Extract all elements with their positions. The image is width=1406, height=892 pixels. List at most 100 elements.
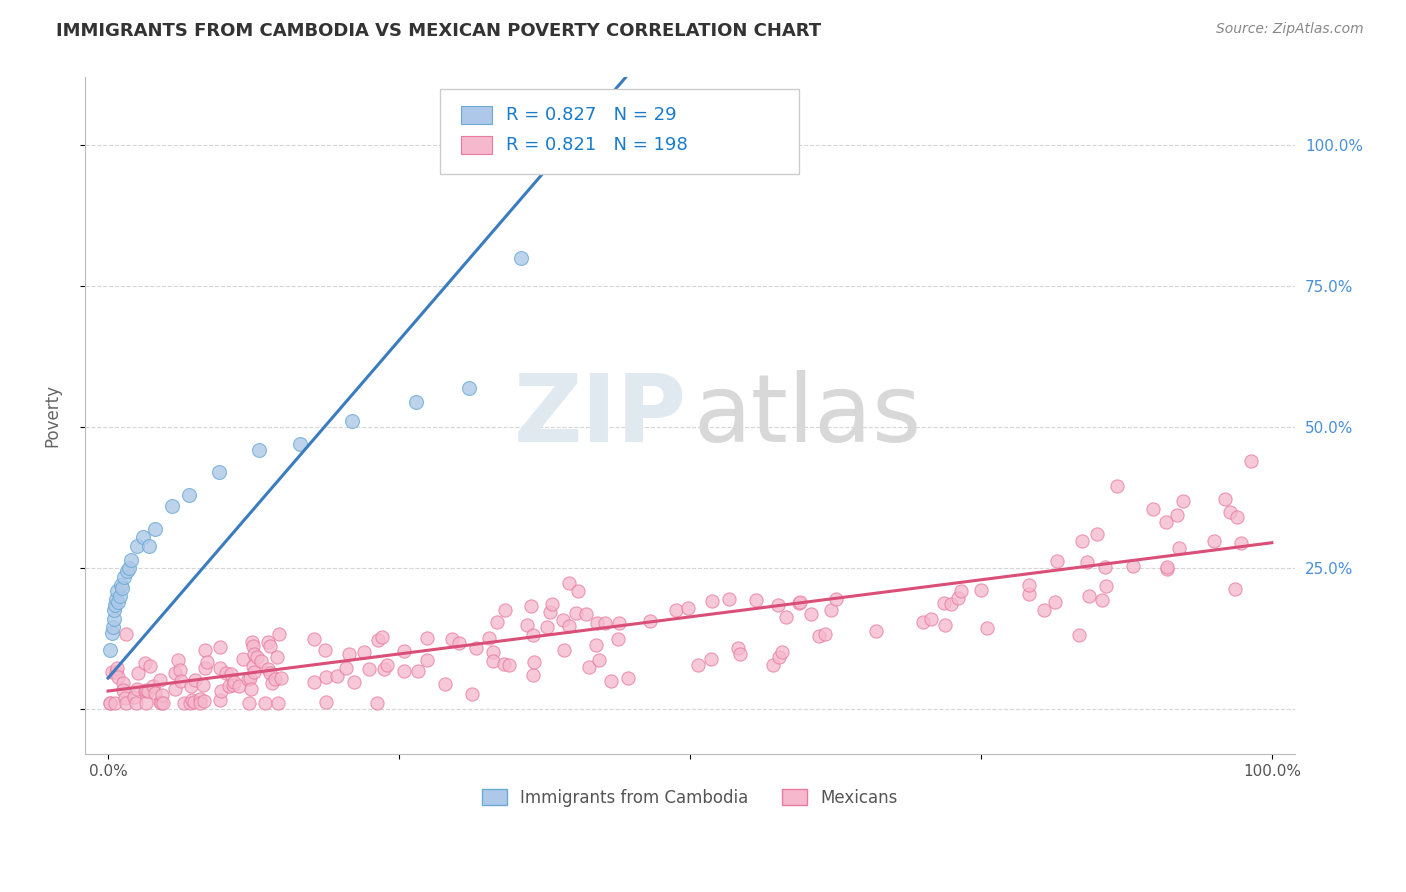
Point [494,602,516,616]
Point [209,693,232,707]
Point [105,583,128,598]
Point [105,665,128,680]
Point [1076,555,1098,569]
Point [920,612,942,626]
Point [516,618,538,632]
Point [814,627,837,641]
Point [367,632,389,647]
Point [188,692,211,706]
Point [118,561,141,575]
Point [138,539,160,553]
Point [494,657,516,671]
Point [111,683,134,698]
Point [111,676,134,690]
Point [406,664,429,678]
Point [609,616,631,631]
Point [541,597,564,611]
Point [107,595,129,609]
Point [259,640,281,654]
Text: ZIP: ZIP [513,370,686,462]
Point [104,697,127,711]
Point [768,650,790,665]
Point [188,697,211,711]
Point [1122,559,1144,574]
Point [1213,491,1236,506]
Point [208,661,231,675]
Point [768,598,790,612]
Point [115,627,138,641]
Point [911,615,934,629]
Point [373,662,395,676]
Point [169,663,191,677]
Point [253,697,276,711]
Point [179,488,201,502]
Point [239,681,262,696]
Point [1166,508,1188,522]
Point [342,675,364,690]
Point [1107,479,1129,493]
Point [169,674,191,689]
Point [163,666,186,681]
Point [1156,562,1178,576]
Point [617,671,640,685]
Point [107,670,129,684]
Point [266,649,288,664]
Point [440,632,463,646]
Point [222,675,245,690]
Point [98,643,121,657]
Point [416,631,439,645]
Point [510,251,533,265]
Point [302,632,325,646]
Point [593,615,616,630]
Point [193,677,215,691]
Point [394,643,416,657]
Point [461,687,484,701]
Point [457,381,479,395]
Point [1239,454,1261,468]
Point [112,569,135,583]
Point [1223,582,1246,596]
Point [1067,628,1090,642]
Point [522,668,544,682]
Point [100,626,122,640]
Point [240,635,263,649]
Point [717,592,740,607]
Point [260,676,283,690]
Point [1142,502,1164,516]
Point [558,576,581,591]
Point [193,694,215,708]
Point [163,681,186,696]
Point [1094,560,1116,574]
Point [209,684,232,698]
Point [676,601,699,615]
Point [267,627,290,641]
Point [135,682,157,697]
Point [257,662,280,676]
Point [970,583,993,598]
Point [110,578,132,592]
Point [264,672,287,686]
Point [941,597,963,611]
Point [1018,578,1040,592]
Point [134,683,156,698]
Point [315,695,337,709]
Point [536,620,558,634]
Point [139,658,162,673]
Point [1202,534,1225,549]
Point [540,605,562,619]
Point [1219,505,1241,519]
Point [434,677,457,691]
Point [105,592,128,607]
Legend: Immigrants from Cambodia, Mexicans: Immigrants from Cambodia, Mexicans [475,782,904,814]
Point [194,643,217,657]
Point [702,594,724,608]
Point [730,647,752,661]
Point [585,639,607,653]
Point [932,596,955,610]
Point [247,442,270,457]
Point [125,697,148,711]
Point [976,621,998,635]
Point [375,658,398,673]
Point [1046,554,1069,568]
Point [665,603,688,617]
